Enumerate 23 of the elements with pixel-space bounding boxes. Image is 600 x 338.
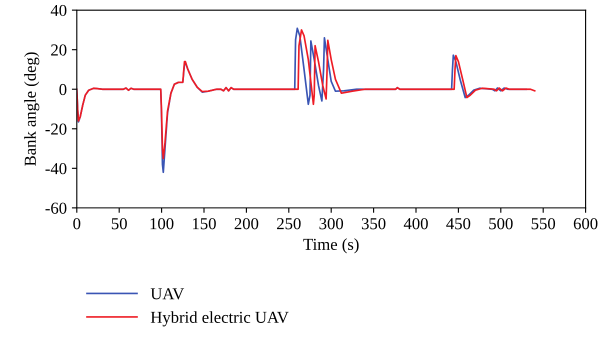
x-tick-label: 200 [234, 218, 258, 230]
x-tick-label: 250 [277, 218, 301, 230]
x-tick-label: 600 [574, 218, 598, 230]
legend-label: UAV [150, 288, 184, 300]
x-tick-label: 0 [73, 218, 80, 230]
y-tick-label: -60 [45, 202, 66, 214]
x-tick-label: 150 [192, 218, 216, 230]
y-axis-title: Bank angle (deg) [24, 52, 40, 166]
x-tick-label: 350 [362, 218, 386, 230]
y-tick-label: 0 [59, 84, 66, 96]
y-tick-label: 40 [50, 4, 66, 16]
x-tick-label: 500 [489, 218, 513, 230]
x-tick-label: 300 [319, 218, 344, 230]
x-tick-label: 100 [150, 218, 174, 230]
x-tick-label: 400 [404, 218, 428, 230]
x-tick-label: 50 [112, 218, 127, 230]
x-axis-title: Time (s) [303, 238, 359, 254]
x-tick-label: 550 [532, 218, 556, 230]
y-tick-label: 20 [51, 44, 66, 56]
y-tick-label: -40 [45, 163, 66, 174]
legend-label: Hybrid electric UAV [150, 311, 289, 326]
x-tick-label: 450 [446, 218, 470, 230]
y-tick-label: -20 [45, 123, 66, 135]
